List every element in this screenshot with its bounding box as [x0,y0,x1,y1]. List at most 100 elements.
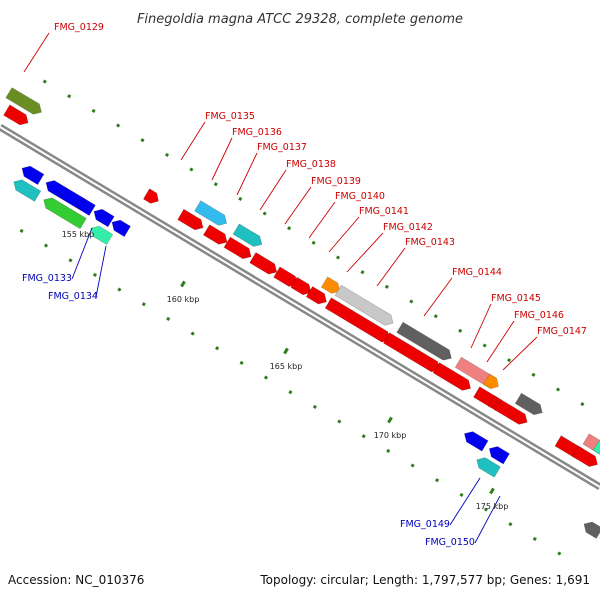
accession-label: Accession: NC_010376 [8,573,145,587]
gene-feature [483,373,499,390]
leader-line [376,247,406,287]
map-title: Finegoldia magna ATCC 29328, complete ge… [137,12,463,27]
leader-line [23,32,50,73]
gene-label: FMG_0137 [257,142,307,153]
tick-mark [386,448,391,453]
tick-mark [141,302,146,307]
gene-feature [320,276,341,294]
gene-feature [305,286,327,305]
tick-mark [312,404,317,409]
gene-feature [487,395,498,409]
gene-feature [334,284,394,326]
leader-line [284,186,312,225]
gene-label: FMG_0138 [286,159,336,170]
gene-feature [583,521,600,539]
leader-line [71,227,93,280]
tick-mark [435,478,440,483]
tick-mark [557,551,562,556]
gene-label: FMG_0139 [311,176,361,187]
tick-mark [337,419,342,424]
gene-feature [76,198,96,216]
scale-labels: 155 kbp 160 kbp 165 kbp 170 kbp 175 kbp [62,230,509,511]
tick-mark [580,402,585,407]
leader-line [236,152,258,196]
major-tick [387,416,393,424]
gene-label: FMG_0145 [491,293,541,304]
tick-mark [507,358,512,363]
tick-mark [409,299,414,304]
leader-line [486,320,515,363]
leader-line [328,216,360,253]
gene-label: FMG_0143 [405,237,455,248]
tick-mark [384,284,389,289]
gene-features [3,87,600,539]
tick-mark [262,211,267,216]
tick-mark [42,79,47,84]
gene-label: FMG_0135 [205,111,255,122]
tick-mark [410,463,415,468]
gene-label: FMG_0141 [359,206,409,217]
tick-mark [239,360,244,365]
gene-feature [592,439,600,455]
gene-label: FMG_0147 [537,326,587,337]
gene-feature [43,197,87,230]
tick-mark [531,372,536,377]
gene-feature [232,223,263,247]
tick-mark [67,94,72,99]
tick-mark [532,536,537,541]
leader-line [470,303,492,349]
gene-label: FMG_0144 [452,267,502,278]
tick-mark [43,243,49,248]
gene-feature [177,208,204,231]
gene-feature [432,362,471,391]
tick-mark [91,108,96,113]
leader-line [474,495,501,544]
tick-mark [213,182,218,187]
gene-label: FMG_0129 [54,22,104,33]
tick-mark [117,287,122,292]
gene-feature [476,457,501,478]
tick-mark [189,167,194,172]
scale-label: 155 kbp [62,230,95,239]
tick-marks [19,79,585,556]
gene-label: FMG_0140 [335,191,385,202]
backbone-inner-line [0,126,600,488]
scale-label: 170 kbp [374,431,407,440]
leader-line [308,201,336,239]
major-tick [489,487,495,495]
leader-line [502,336,538,371]
genome-backbone [0,123,600,491]
gene-feature [21,165,45,186]
tick-mark [215,346,220,351]
tick-mark [140,138,145,143]
tick-mark [555,387,561,392]
major-tick [180,280,186,288]
gene-feature [223,236,252,260]
tick-mark [92,272,97,277]
tick-mark [433,314,438,319]
tick-mark [482,343,487,348]
tick-mark [360,270,365,275]
gene-feature [396,321,452,361]
genome-summary: Topology: circular; Length: 1,797,577 bp… [260,573,590,587]
label-leader-lines [23,32,538,544]
scale-label: 165 kbp [270,362,303,371]
tick-mark [459,492,464,497]
leader-line [211,137,233,181]
tick-mark [164,152,170,157]
tick-mark [238,196,243,201]
gene-feature [3,104,29,126]
tick-mark [287,226,292,231]
gene-feature [5,87,42,115]
tick-mark [166,316,171,321]
leader-line [449,477,481,526]
tick-mark [311,240,316,245]
leader-line [423,277,453,317]
gene-label: FMG_0136 [232,127,282,138]
gene-feature [249,252,278,275]
gene-feature [494,399,528,425]
gene-label: FMG_0150 [425,537,475,548]
gene-label: FMG_0134 [48,291,98,302]
major-tick [283,347,289,355]
